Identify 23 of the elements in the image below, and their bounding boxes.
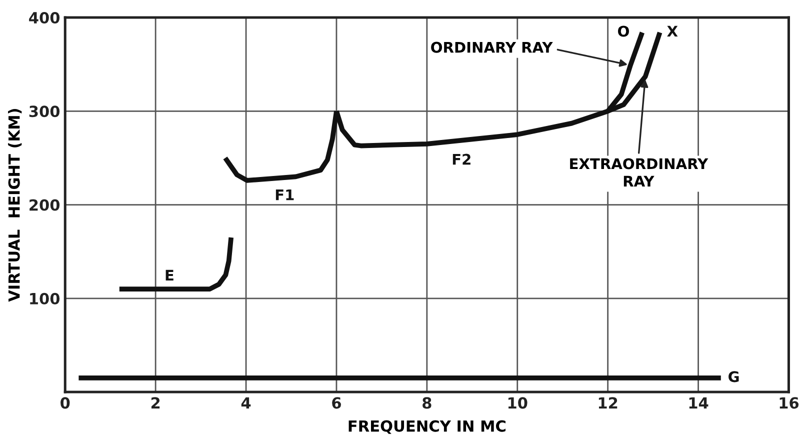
annotation: O	[618, 26, 629, 37]
x-tick-label: 8	[422, 397, 432, 409]
series-label: X	[667, 26, 678, 37]
y-axis-title: VIRTUAL HEIGHT (KM)	[8, 109, 22, 302]
x-tick-label: 4	[241, 397, 251, 408]
annotation: ORDINARY RAY	[431, 42, 553, 53]
y-tick-label: 200	[30, 199, 60, 211]
series-label: G	[728, 371, 739, 382]
x-axis-title: FREQUENCY IN MC	[348, 420, 506, 434]
series-label: F2	[452, 154, 470, 165]
x-tick-label: 12	[598, 397, 618, 408]
x-tick-label: 16	[780, 397, 799, 409]
x-tick-label: 2	[151, 397, 160, 408]
x-tick-label: 14	[689, 397, 708, 408]
annotation: EXTRAORDINARY RAY	[570, 158, 708, 186]
y-tick-label: 400	[29, 12, 60, 24]
series-label: F1	[276, 190, 294, 200]
series-label: E	[166, 270, 174, 281]
x-tick-label: 10	[508, 397, 528, 409]
y-tick-label: 100	[30, 292, 60, 304]
x-tick-label: 6	[332, 397, 341, 409]
x-tick-label: 0	[60, 397, 70, 409]
y-tick-label: 300	[29, 106, 60, 118]
